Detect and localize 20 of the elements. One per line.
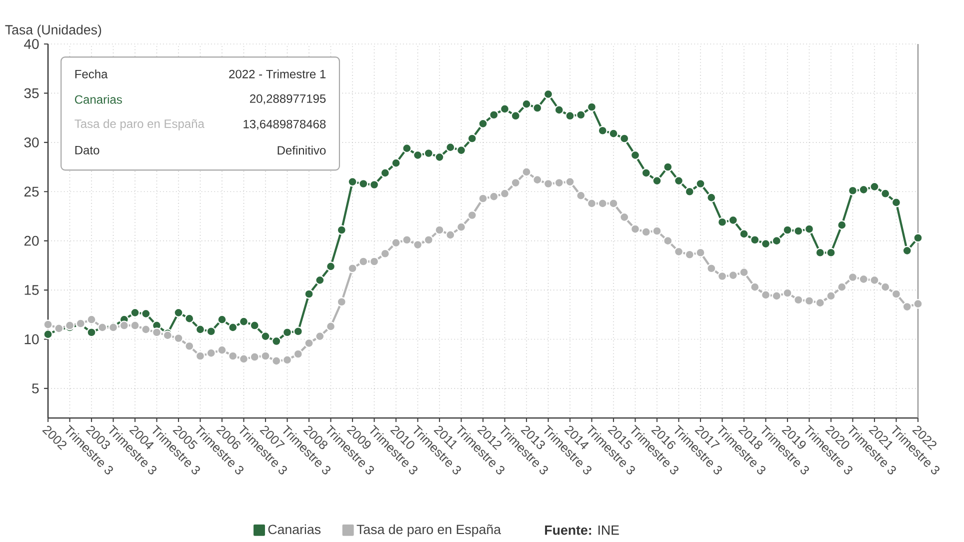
- legend-label: Canarias: [268, 524, 321, 534]
- annotation: Tasa de paro en España: [74, 119, 204, 130]
- y-tick-label: 5: [32, 384, 39, 394]
- y-tick-label: 20: [24, 236, 39, 246]
- annotation: 13,6489878468: [244, 120, 326, 130]
- y-tick-label: 25: [24, 186, 39, 197]
- y-tick-label: 10: [24, 334, 39, 344]
- text: Fuente: INE: [545, 526, 619, 535]
- y-axis-title: Tasa (Unidades): [5, 24, 102, 38]
- annotation: Definitivo: [278, 146, 326, 155]
- annotation: 20,288977195: [250, 94, 326, 104]
- annotation: Canarias: [74, 94, 122, 104]
- y-tick-label: 15: [24, 285, 39, 295]
- annotation: Dato: [75, 146, 100, 154]
- y-tick-label: 35: [24, 88, 39, 98]
- annotation: 2022 - Trimestre 1: [229, 70, 326, 78]
- annotation: Fecha: [75, 70, 108, 78]
- y-tick-label: 30: [24, 137, 39, 148]
- y-tick-label: 40: [24, 39, 39, 49]
- legend-label: Tasa de paro en España: [356, 524, 501, 537]
